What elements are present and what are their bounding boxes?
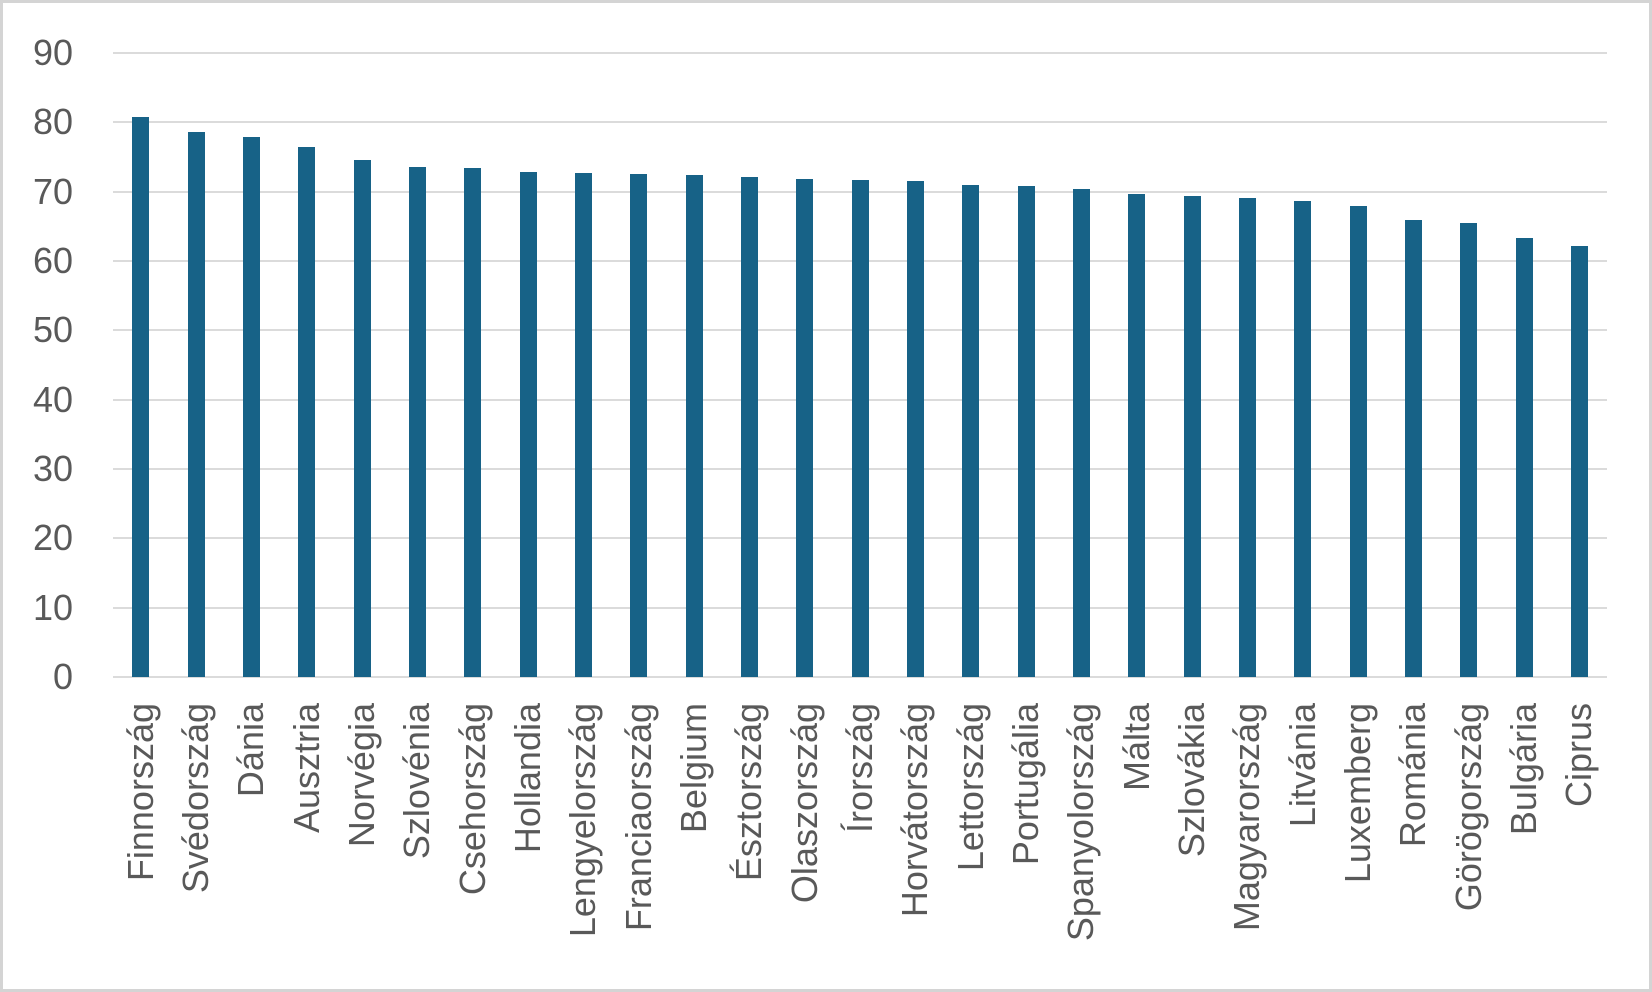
bar bbox=[630, 174, 648, 677]
x-axis-label: Ciprus bbox=[1558, 703, 1600, 808]
bar bbox=[1404, 220, 1422, 677]
y-tick-label: 0 bbox=[52, 656, 73, 697]
x-axis-label: Magyarország bbox=[1226, 703, 1268, 932]
bar bbox=[1460, 222, 1478, 677]
x-axis-label: Olaszország bbox=[783, 703, 825, 904]
x-axis-label-cell: Luxemberg bbox=[1330, 703, 1385, 988]
x-axis-label-cell: Dánia bbox=[224, 703, 279, 988]
x-axis-label-cell: Szlovákia bbox=[1164, 703, 1219, 988]
x-axis-label: Litvánia bbox=[1281, 703, 1323, 828]
bar bbox=[796, 179, 814, 677]
x-axis-label: Norvégia bbox=[340, 703, 382, 848]
gridline bbox=[113, 52, 1607, 54]
y-tick-label: 30 bbox=[32, 448, 73, 489]
bar bbox=[242, 136, 260, 677]
x-axis-label: Ausztria bbox=[285, 703, 327, 834]
gridline bbox=[113, 676, 1607, 678]
x-axis-label-cell: Ciprus bbox=[1552, 703, 1607, 988]
x-axis-label: Észtország bbox=[728, 703, 770, 882]
bar bbox=[408, 166, 426, 677]
x-axis-label-cell: Svédország bbox=[168, 703, 223, 988]
x-axis-label-cell: Ausztria bbox=[279, 703, 334, 988]
x-axis-label-cell: Görögország bbox=[1441, 703, 1496, 988]
x-axis-label: Svédország bbox=[174, 703, 216, 894]
x-axis-label: Málta bbox=[1115, 703, 1157, 792]
bar bbox=[1349, 206, 1367, 677]
x-axis-label: Szlovénia bbox=[396, 703, 438, 860]
x-axis-label: Franciaország bbox=[617, 703, 659, 932]
bar bbox=[187, 132, 205, 677]
x-axis-label: Spanyolország bbox=[1060, 703, 1102, 942]
x-axis-label-cell: Norvégia bbox=[334, 703, 389, 988]
x-axis-label: Hollandia bbox=[506, 703, 548, 854]
bar bbox=[851, 179, 869, 677]
x-axis-label-cell: Észtország bbox=[722, 703, 777, 988]
x-axis-label-cell: Írország bbox=[832, 703, 887, 988]
x-axis-label: Szlovákia bbox=[1170, 703, 1212, 858]
x-axis-label: Lettország bbox=[949, 703, 991, 872]
x-axis-label-cell: Litvánia bbox=[1275, 703, 1330, 988]
bar-chart: 0 10 20 30 40 50 60 70 80 90 Finnország Svédország… bbox=[3, 3, 1649, 989]
x-axis-label-cell: Szlovénia bbox=[390, 703, 445, 988]
bar bbox=[1570, 245, 1588, 677]
bar bbox=[1072, 188, 1090, 677]
bar bbox=[1183, 195, 1201, 677]
x-axis-label: Finnország bbox=[119, 703, 161, 882]
x-axis-label: Görögország bbox=[1447, 703, 1489, 912]
bar bbox=[519, 172, 537, 677]
bar bbox=[353, 159, 371, 677]
bar bbox=[574, 172, 592, 677]
x-axis-label: Horvátország bbox=[894, 703, 936, 918]
x-axis-label: Portugália bbox=[1004, 703, 1046, 866]
x-axis-label-cell: Lettország bbox=[943, 703, 998, 988]
y-tick-label: 10 bbox=[32, 586, 73, 628]
x-axis-label-cell: Portugália bbox=[998, 703, 1053, 988]
bar bbox=[962, 185, 980, 677]
y-axis: 0 10 20 30 40 50 60 70 80 90 bbox=[3, 3, 73, 989]
x-axis-label-cell: Csehország bbox=[445, 703, 500, 988]
x-axis-label-cell: Spanyolország bbox=[1054, 703, 1109, 988]
bar bbox=[1238, 197, 1256, 677]
x-axis-label: Belgium bbox=[672, 703, 714, 834]
y-tick-label: 40 bbox=[32, 378, 73, 420]
gridline bbox=[113, 121, 1607, 124]
bar bbox=[464, 168, 482, 677]
bar bbox=[1017, 186, 1035, 677]
bar bbox=[740, 177, 758, 677]
x-axis-label: Románia bbox=[1392, 703, 1434, 848]
x-axis-label: Bulgária bbox=[1502, 703, 1544, 836]
x-axis-label-cell: Románia bbox=[1386, 703, 1441, 988]
bar bbox=[298, 146, 316, 677]
bar bbox=[906, 180, 924, 677]
x-axis-label-cell: Hollandia bbox=[500, 703, 555, 988]
x-axis-label-cell: Olaszország bbox=[777, 703, 832, 988]
x-axis: Finnország Svédország Dánia Ausztria Norvégi… bbox=[113, 703, 1607, 988]
x-axis-label-cell: Málta bbox=[1109, 703, 1164, 988]
x-axis-label-cell: Horvátország bbox=[888, 703, 943, 988]
x-axis-label-cell: Franciaország bbox=[611, 703, 666, 988]
y-tick-label: 60 bbox=[32, 240, 73, 281]
y-tick-label: 80 bbox=[32, 101, 73, 143]
bar bbox=[1294, 201, 1312, 677]
x-axis-label: Dánia bbox=[230, 703, 272, 798]
bar bbox=[1515, 238, 1533, 677]
x-axis-label-cell: Bulgária bbox=[1496, 703, 1551, 988]
x-axis-label-cell: Magyarország bbox=[1220, 703, 1275, 988]
x-axis-label: Luxemberg bbox=[1336, 703, 1378, 884]
y-tick-label: 90 bbox=[32, 32, 73, 73]
bar bbox=[132, 117, 150, 677]
x-axis-label: Lengyelország bbox=[562, 703, 604, 938]
bar bbox=[1128, 194, 1146, 677]
x-axis-label: Írország bbox=[838, 703, 880, 834]
bar bbox=[685, 175, 703, 677]
x-axis-label-cell: Belgium bbox=[666, 703, 721, 988]
y-tick-label: 20 bbox=[32, 517, 73, 559]
x-axis-label-cell: Finnország bbox=[113, 703, 168, 988]
x-axis-label-cell: Lengyelország bbox=[556, 703, 611, 988]
y-tick-label: 70 bbox=[32, 170, 73, 212]
y-tick-label: 50 bbox=[32, 309, 73, 351]
x-axis-label: Csehország bbox=[451, 703, 493, 896]
